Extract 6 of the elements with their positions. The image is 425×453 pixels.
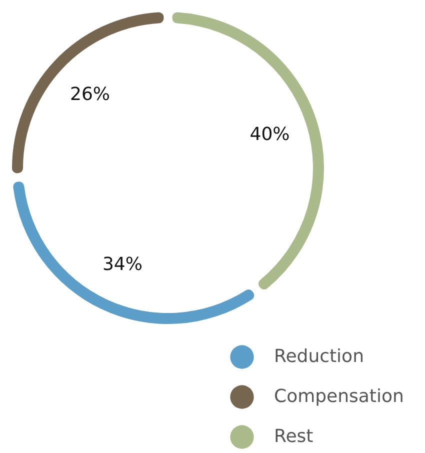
legend-label: Reduction	[274, 346, 364, 367]
legend-label: Compensation	[274, 386, 404, 407]
data-label: 34%	[102, 254, 142, 275]
data-label: 26%	[70, 84, 110, 105]
data-label: 40%	[250, 124, 290, 145]
legend-label: Rest	[274, 426, 314, 447]
